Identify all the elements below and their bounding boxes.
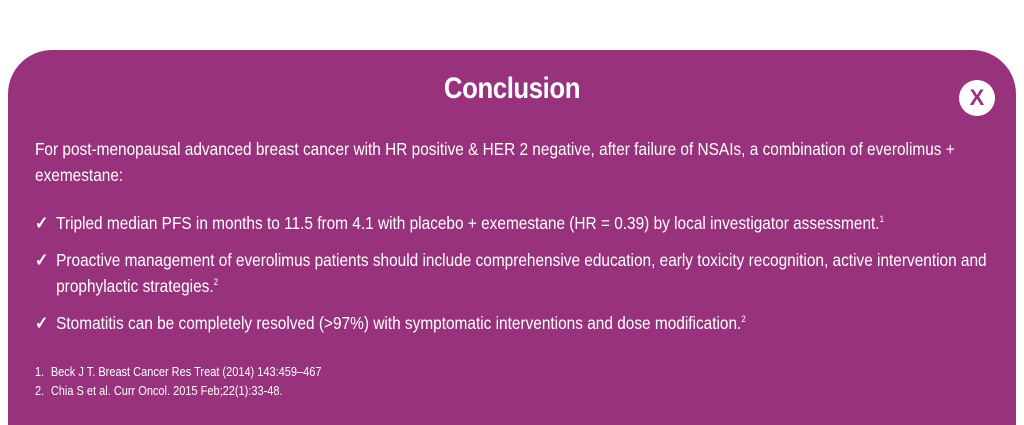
reference-marker: 2 [213,277,219,288]
list-item: ✓ Proactive management of everolimus pat… [35,247,1003,299]
panel-title: Conclusion [443,72,581,105]
bullet-text: Proactive management of everolimus patie… [56,250,987,296]
references: 1. Beck J T. Breast Cancer Res Treat (201… [35,363,563,401]
list-item: ✓ Tripled median PFS in months to 11.5 f… [35,210,1003,236]
check-icon: ✓ [35,213,49,233]
reference-marker: 1 [879,214,884,225]
reference-text: Chia S et al. Curr Oncol. 2015 Feb;22(1)… [50,384,283,398]
reference-number: 2. [35,384,45,398]
reference-number: 1. [35,365,45,379]
close-button[interactable]: X [959,80,995,116]
check-icon: ✓ [35,313,49,333]
reference-item: 2. Chia S et al. Curr Oncol. 2015 Feb;22(… [35,382,563,401]
intro-text: For post-menopausal advanced breast canc… [35,139,955,185]
reference-text: Beck J T. Breast Cancer Res Treat (2014)… [50,365,322,379]
bullet-text: Stomatitis can be completely resolved (>… [56,313,742,333]
conclusion-list: ✓ Tripled median PFS in months to 11.5 f… [35,210,1003,347]
list-item: ✓ Stomatitis can be completely resolved … [35,310,1003,336]
check-icon: ✓ [35,250,49,270]
conclusion-panel: Conclusion X For post-menopausal advance… [8,50,1016,425]
reference-item: 1. Beck J T. Breast Cancer Res Treat (201… [35,363,563,382]
reference-marker: 2 [741,314,746,325]
bullet-text: Tripled median PFS in months to 11.5 fro… [56,213,880,233]
